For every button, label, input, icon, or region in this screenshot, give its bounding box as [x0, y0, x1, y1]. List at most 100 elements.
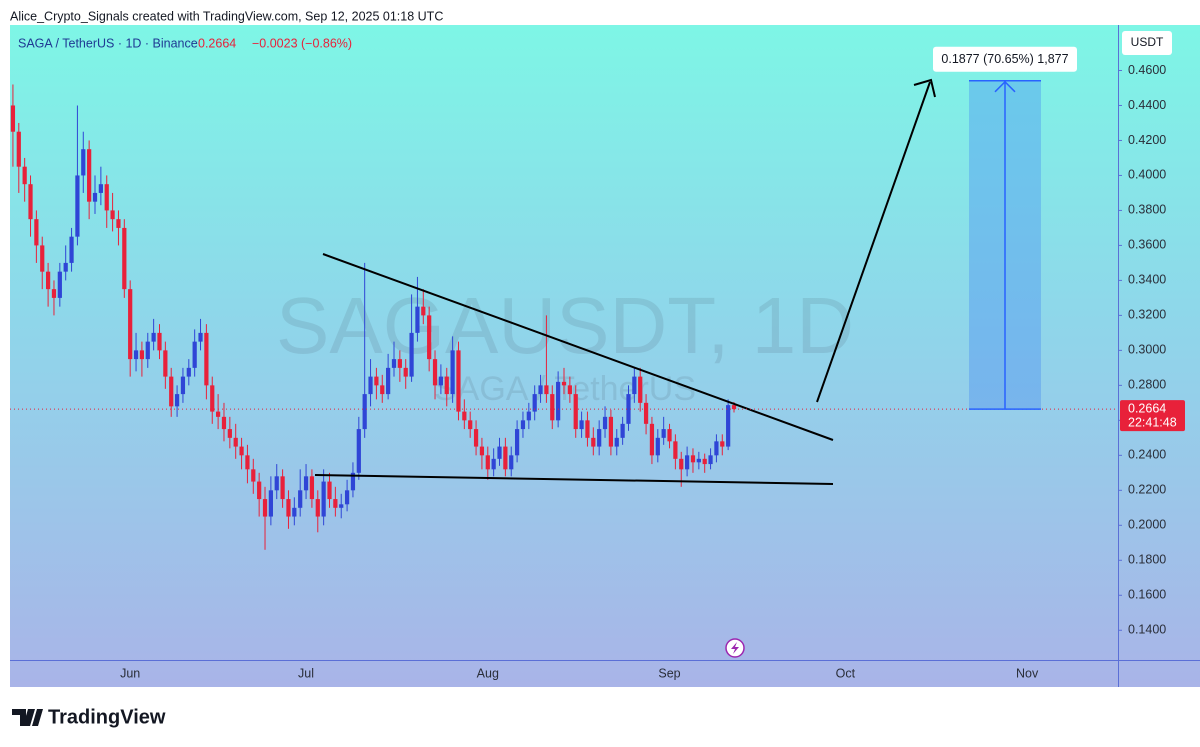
- footer: TradingView: [12, 706, 166, 728]
- measure-label-box: [933, 46, 1077, 72]
- projection-arrow-head: [913, 78, 936, 98]
- legend-header: SAGA / TetherUS · 1D · Binance 0.2664 −0…: [18, 36, 352, 50]
- x-tick-label: Nov: [1016, 666, 1039, 680]
- candle-body: [655, 437, 660, 456]
- candle-body: [221, 416, 227, 430]
- candle-body: [427, 315, 432, 360]
- candle-body: [602, 416, 608, 430]
- candle-body: [503, 446, 508, 470]
- candle-body: [81, 149, 86, 176]
- last-price-label: 0.2664: [1128, 401, 1166, 415]
- candle-body: [104, 184, 109, 211]
- y-tick-label: 0.3600: [1128, 238, 1166, 252]
- candle-body: [415, 306, 420, 333]
- candle-body: [620, 423, 625, 438]
- candle-body: [286, 499, 291, 517]
- candle-body: [397, 359, 402, 368]
- candle-body: [45, 271, 51, 290]
- x-tick-label: Oct: [836, 666, 856, 680]
- candle-body: [608, 416, 614, 447]
- candle-body: [386, 367, 391, 395]
- header-price: 0.2664: [198, 36, 236, 50]
- candle-body: [28, 184, 33, 220]
- candle-body: [362, 394, 367, 430]
- y-tick-label: 0.3000: [1128, 343, 1166, 357]
- candle-body: [251, 469, 256, 482]
- candle-body: [538, 385, 543, 395]
- candle-body: [98, 184, 103, 193]
- candle-body: [192, 341, 197, 368]
- candle-body: [75, 175, 80, 237]
- candle-body: [303, 476, 309, 491]
- candle-body: [409, 332, 414, 377]
- candle-body: [597, 429, 602, 447]
- candle-body: [110, 210, 115, 220]
- candle-body: [473, 429, 479, 447]
- candle-body: [462, 411, 467, 421]
- lower-trendline: [314, 474, 834, 485]
- candle-body: [57, 271, 62, 298]
- x-tick-label: Sep: [658, 666, 680, 680]
- candle-body: [169, 376, 174, 407]
- candle-body: [116, 219, 121, 228]
- watermark-description: SAGA / TetherUS: [434, 370, 696, 408]
- currency-box[interactable]: [1122, 31, 1172, 55]
- candle-body: [720, 441, 725, 447]
- candle-body: [10, 105, 16, 132]
- y-tick-label: 0.1400: [1128, 623, 1166, 637]
- candle-body: [133, 350, 139, 360]
- candle-body: [92, 192, 98, 202]
- candle-body: [274, 476, 279, 491]
- candle-body: [22, 166, 27, 185]
- candle-body: [450, 350, 455, 395]
- candle-body: [421, 306, 426, 316]
- candle-body: [661, 429, 666, 438]
- candle-body: [280, 476, 285, 500]
- candle-body: [491, 458, 496, 470]
- candle-body: [544, 385, 549, 395]
- candle-body: [139, 350, 145, 360]
- candle-body: [573, 394, 578, 430]
- candle-body: [186, 367, 191, 377]
- candle-body: [667, 429, 672, 442]
- candle-body: [34, 219, 39, 246]
- candle-body: [391, 359, 397, 368]
- header-change: −0.0023 (−0.86%): [252, 36, 352, 50]
- event-icon-bolt[interactable]: [731, 642, 739, 654]
- candle-body: [227, 429, 232, 438]
- candle-body: [356, 429, 361, 473]
- x-tick-label: Jul: [298, 666, 314, 680]
- candle-body: [374, 376, 379, 386]
- candle-body: [128, 289, 133, 360]
- candle-body: [685, 455, 690, 470]
- y-tick-label: 0.1800: [1128, 553, 1166, 567]
- drawings: [314, 78, 936, 658]
- watermark-symbol: SAGAUSDT, 1D: [276, 281, 854, 370]
- candle-body: [403, 367, 408, 377]
- candle-body: [591, 437, 596, 447]
- candle-body: [16, 131, 21, 167]
- measure-arrow-head: [994, 80, 1016, 93]
- symbol-title: SAGA / TetherUS · 1D · Binance: [18, 36, 198, 50]
- currency-label[interactable]: USDT: [1131, 35, 1164, 49]
- candle-body: [444, 376, 449, 395]
- candle-body: [673, 441, 678, 459]
- candle-body: [696, 458, 701, 463]
- candle-body: [292, 507, 297, 517]
- y-tick-label: 0.3400: [1128, 273, 1166, 287]
- candle-body: [567, 385, 572, 395]
- candle-body: [174, 394, 180, 407]
- x-tick-label: Jun: [120, 666, 140, 680]
- candle-body: [321, 481, 326, 517]
- candle-body: [526, 411, 531, 421]
- candle-body: [679, 458, 684, 470]
- candle-body: [432, 359, 438, 386]
- candle-body: [456, 350, 461, 412]
- brand-logo-dot: [27, 709, 34, 715]
- watermark: SAGAUSDT, 1D SAGA / TetherUS: [276, 281, 854, 408]
- candle-body: [479, 446, 485, 456]
- y-tick-label: 0.4600: [1128, 63, 1166, 77]
- candle-body: [333, 499, 338, 508]
- candle-body: [649, 423, 655, 456]
- candle-body: [327, 481, 332, 500]
